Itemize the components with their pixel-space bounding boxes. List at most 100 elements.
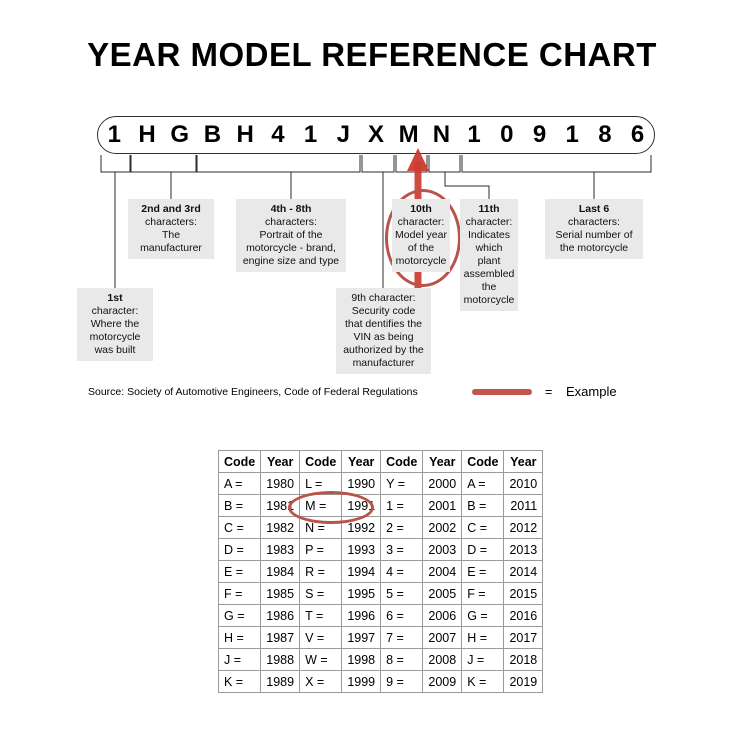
callout-line: the bbox=[481, 281, 497, 293]
vin-char: B bbox=[203, 121, 222, 148]
callout-1st-character: 1st character: Where the motorcycle was … bbox=[77, 288, 153, 361]
code-cell: R = bbox=[299, 560, 343, 583]
vin-number-strip: 1 H G B H 4 1 J X M N 1 0 9 1 8 6 bbox=[97, 116, 655, 154]
code-cell: V = bbox=[299, 626, 343, 649]
page-title: YEAR MODEL REFERENCE CHART bbox=[87, 36, 657, 73]
code-cell: G = bbox=[461, 604, 505, 627]
callout-last-6-characters: Last 6 characters: Serial number of the … bbox=[545, 199, 643, 259]
table-row: G = 1986 T = 1996 6 = 2006 G = 2016 bbox=[217, 604, 544, 627]
year-cell: 2010 bbox=[503, 472, 544, 495]
year-cell: 2015 bbox=[503, 582, 544, 605]
code-cell: A = bbox=[461, 472, 505, 495]
code-cell: 4 = bbox=[380, 560, 424, 583]
vin-char: 1 bbox=[467, 121, 481, 148]
year-cell: 2009 bbox=[422, 670, 463, 693]
callout-line: 10th bbox=[410, 203, 432, 215]
callout-line: the motorcycle bbox=[559, 242, 629, 254]
callout-line: Portrait of the bbox=[259, 229, 323, 241]
code-cell: W = bbox=[299, 648, 343, 671]
code-cell: M = bbox=[299, 494, 343, 517]
code-cell: B = bbox=[461, 494, 505, 517]
year-cell: 1989 bbox=[260, 670, 301, 693]
table-row: E = 1984 R = 1994 4 = 2004 E = 2014 bbox=[217, 560, 544, 583]
table-row: D = 1983 P = 1993 3 = 2003 D = 2013 bbox=[217, 538, 544, 561]
year-cell: 1996 bbox=[341, 604, 382, 627]
code-cell: 1 = bbox=[380, 494, 424, 517]
callout-line: characters: bbox=[265, 216, 317, 228]
callout-line: of the bbox=[407, 242, 435, 254]
vin-char: 1 bbox=[303, 121, 318, 148]
callout-line: VIN as being bbox=[353, 331, 414, 343]
code-cell: 2 = bbox=[380, 516, 424, 539]
source-text: Source: Society of Automotive Engineers,… bbox=[88, 386, 418, 398]
legend-equals-sign: = bbox=[545, 385, 553, 399]
year-cell: 2012 bbox=[503, 516, 544, 539]
year-cell: 1985 bbox=[260, 582, 301, 605]
code-cell: B = bbox=[217, 494, 262, 517]
code-cell: T = bbox=[299, 604, 343, 627]
column-header: Year bbox=[422, 450, 463, 473]
code-cell: K = bbox=[217, 670, 262, 693]
code-cell: D = bbox=[217, 538, 262, 561]
year-cell: 1986 bbox=[260, 604, 301, 627]
table-body: A = 1980 L = 1990 Y = 2000 A = 2010 B = 1981 M = 19… bbox=[217, 472, 544, 693]
code-cell: C = bbox=[217, 516, 262, 539]
code-cell: 6 = bbox=[380, 604, 424, 627]
year-cell: 2019 bbox=[503, 670, 544, 693]
code-cell: N = bbox=[299, 516, 343, 539]
callout-line: characters: bbox=[568, 216, 620, 228]
vin-char: 9 bbox=[532, 121, 547, 148]
column-header: Code bbox=[217, 450, 262, 473]
code-cell: E = bbox=[461, 560, 505, 583]
callout-line: character: bbox=[465, 216, 513, 228]
year-cell: 2002 bbox=[422, 516, 463, 539]
year-cell: 1981 bbox=[260, 494, 301, 517]
callout-line: motorcycle bbox=[89, 331, 141, 343]
callout-9th-character: 9th character: Security code that dentif… bbox=[336, 288, 431, 374]
table-row: C = 1982 N = 1992 2 = 2002 C = 2012 bbox=[217, 516, 544, 539]
code-cell: G = bbox=[217, 604, 262, 627]
column-header: Code bbox=[380, 450, 424, 473]
code-cell: P = bbox=[299, 538, 343, 561]
year-cell: 2000 bbox=[422, 472, 463, 495]
year-cell: 2007 bbox=[422, 626, 463, 649]
callout-line: 1st bbox=[107, 292, 123, 304]
callout-line: Indicates bbox=[467, 229, 511, 241]
table-row: F = 1985 S = 1995 5 = 2005 F = 2015 bbox=[217, 582, 544, 605]
year-cell: 1982 bbox=[260, 516, 301, 539]
column-header: Year bbox=[341, 450, 382, 473]
year-cell: 1983 bbox=[260, 538, 301, 561]
year-cell: 1999 bbox=[341, 670, 382, 693]
year-cell: 2008 bbox=[422, 648, 463, 671]
code-cell: H = bbox=[217, 626, 262, 649]
callout-line: characters: bbox=[145, 216, 197, 228]
year-cell: 2014 bbox=[503, 560, 544, 583]
code-cell: H = bbox=[461, 626, 505, 649]
vin-char: H bbox=[138, 121, 156, 148]
callout-line: that dentifies the bbox=[344, 318, 423, 330]
code-cell: 8 = bbox=[380, 648, 424, 671]
callout-2nd-and-3rd-characters: 2nd and 3rd characters: The manufacturer bbox=[128, 199, 214, 259]
year-cell: 2001 bbox=[422, 494, 463, 517]
vin-char: X bbox=[367, 121, 384, 148]
year-cell: 2005 bbox=[422, 582, 463, 605]
callout-line: Last 6 bbox=[578, 203, 610, 215]
callout-line: which plant bbox=[475, 242, 503, 267]
callout-line: The bbox=[161, 229, 181, 241]
callout-line: motorcycle - brand, bbox=[246, 242, 336, 254]
callout-line: manufacturer bbox=[352, 357, 415, 369]
callout-line: Where the bbox=[90, 318, 140, 330]
vin-char: 6 bbox=[630, 121, 645, 148]
column-header: Code bbox=[461, 450, 505, 473]
column-header: Code bbox=[299, 450, 343, 473]
year-cell: 1987 bbox=[260, 626, 301, 649]
callout-10th-character: 10th character: Model year of the motorc… bbox=[392, 199, 450, 272]
callout-line: motorcycle bbox=[463, 294, 515, 306]
vin-char: G bbox=[170, 121, 190, 148]
year-cell: 2016 bbox=[503, 604, 544, 627]
year-cell: 2011 bbox=[503, 494, 544, 517]
vin-char: 1 bbox=[107, 121, 122, 148]
callout-line: assembled bbox=[463, 268, 515, 280]
code-cell: 5 = bbox=[380, 582, 424, 605]
callout-4th-to-8th-characters: 4th - 8th characters: Portrait of the mo… bbox=[236, 199, 346, 272]
